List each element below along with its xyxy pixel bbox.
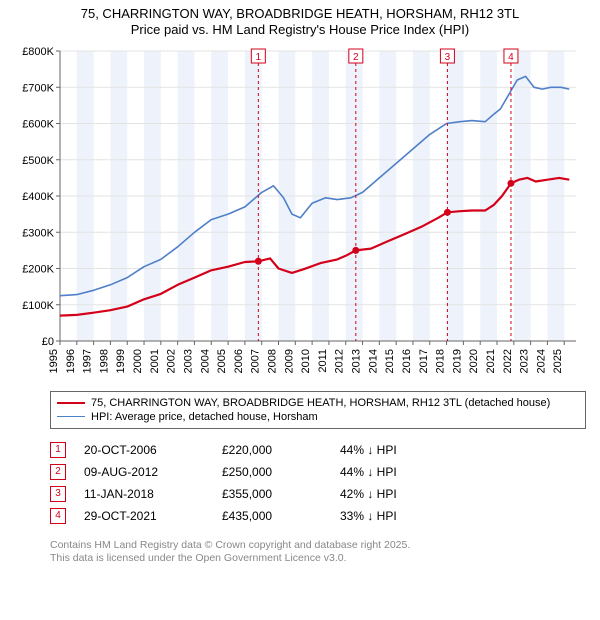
svg-text:2009: 2009 [283,349,295,373]
svg-text:1: 1 [256,52,262,63]
event-marker-number: 4 [50,508,66,524]
event-date: 20-OCT-2006 [84,443,204,457]
svg-text:2010: 2010 [300,349,312,373]
event-row: 2 09-AUG-2012 £250,000 44% ↓ HPI [50,461,586,483]
svg-text:£600K: £600K [22,118,54,130]
chart-title: 75, CHARRINGTON WAY, BROADBRIDGE HEATH, … [8,6,592,39]
svg-text:£100K: £100K [22,299,54,311]
event-row: 4 29-OCT-2021 £435,000 33% ↓ HPI [50,505,586,527]
svg-text:1999: 1999 [115,349,127,373]
event-delta: 33% ↓ HPI [340,509,440,523]
event-price: £250,000 [222,465,322,479]
svg-text:1995: 1995 [48,349,60,373]
legend-label: HPI: Average price, detached house, Hors… [91,411,318,423]
svg-text:£300K: £300K [22,227,54,239]
svg-text:2024: 2024 [535,349,547,373]
event-date: 11-JAN-2018 [84,487,204,501]
event-date: 29-OCT-2021 [84,509,204,523]
event-price: £435,000 [222,509,322,523]
svg-text:2021: 2021 [485,349,497,373]
legend: 75, CHARRINGTON WAY, BROADBRIDGE HEATH, … [50,391,586,429]
event-delta: 42% ↓ HPI [340,487,440,501]
svg-text:4: 4 [508,52,514,63]
svg-text:2019: 2019 [451,349,463,373]
svg-text:2000: 2000 [132,349,144,373]
legend-item: 75, CHARRINGTON WAY, BROADBRIDGE HEATH, … [57,396,579,410]
svg-text:£0: £0 [42,336,54,348]
chart-svg: £0 £100K £200K £300K £400K £500K £600K £700K £80… [18,43,582,383]
svg-text:£200K: £200K [22,263,54,275]
svg-text:2018: 2018 [435,349,447,373]
event-marker-number: 2 [50,464,66,480]
footer-line: This data is licensed under the Open Gov… [50,552,347,564]
svg-text:£500K: £500K [22,154,54,166]
svg-text:2017: 2017 [418,349,430,373]
svg-text:2001: 2001 [149,349,161,373]
title-address: 75, CHARRINGTON WAY, BROADBRIDGE HEATH, … [81,6,519,21]
price-chart: £0 £100K £200K £300K £400K £500K £600K £700K £80… [18,43,582,383]
event-price: £355,000 [222,487,322,501]
legend-item: HPI: Average price, detached house, Hors… [57,410,579,424]
title-subtitle: Price paid vs. HM Land Registry's House … [131,22,469,37]
svg-text:2002: 2002 [166,349,178,373]
svg-text:2004: 2004 [199,349,211,373]
svg-text:2007: 2007 [250,349,262,373]
svg-text:2016: 2016 [401,349,413,373]
figure-container: 75, CHARRINGTON WAY, BROADBRIDGE HEATH, … [0,0,600,576]
event-delta: 44% ↓ HPI [340,443,440,457]
events-table: 1 20-OCT-2006 £220,000 44% ↓ HPI 2 09-AUG-201… [50,439,586,527]
svg-text:2023: 2023 [519,349,531,373]
legend-label: 75, CHARRINGTON WAY, BROADBRIDGE HEATH, … [91,397,550,409]
event-delta: 44% ↓ HPI [340,465,440,479]
svg-text:2022: 2022 [502,349,514,373]
svg-text:1998: 1998 [98,349,110,373]
svg-text:2005: 2005 [216,349,228,373]
svg-text:2014: 2014 [367,349,379,373]
event-price: £220,000 [222,443,322,457]
svg-text:2006: 2006 [233,349,245,373]
footer-line: Contains HM Land Registry data © Crown c… [50,539,410,551]
event-row: 3 11-JAN-2018 £355,000 42% ↓ HPI [50,483,586,505]
legend-swatch [57,416,85,417]
svg-text:£400K: £400K [22,191,54,203]
svg-text:2025: 2025 [552,349,564,373]
svg-text:2003: 2003 [182,349,194,373]
svg-text:1997: 1997 [82,349,94,373]
legend-swatch [57,402,85,404]
svg-text:£800K: £800K [22,46,54,58]
attribution: Contains HM Land Registry data © Crown c… [50,539,586,566]
svg-text:2015: 2015 [384,349,396,373]
svg-text:2008: 2008 [267,349,279,373]
event-marker-number: 3 [50,486,66,502]
event-marker-number: 1 [50,442,66,458]
event-row: 1 20-OCT-2006 £220,000 44% ↓ HPI [50,439,586,461]
svg-text:2013: 2013 [351,349,363,373]
event-date: 09-AUG-2012 [84,465,204,479]
svg-text:2011: 2011 [317,349,329,373]
svg-text:2: 2 [353,52,359,63]
svg-text:1996: 1996 [65,349,77,373]
svg-text:2020: 2020 [468,349,480,373]
svg-text:3: 3 [445,52,451,63]
svg-text:£700K: £700K [22,82,54,94]
svg-text:2012: 2012 [334,349,346,373]
